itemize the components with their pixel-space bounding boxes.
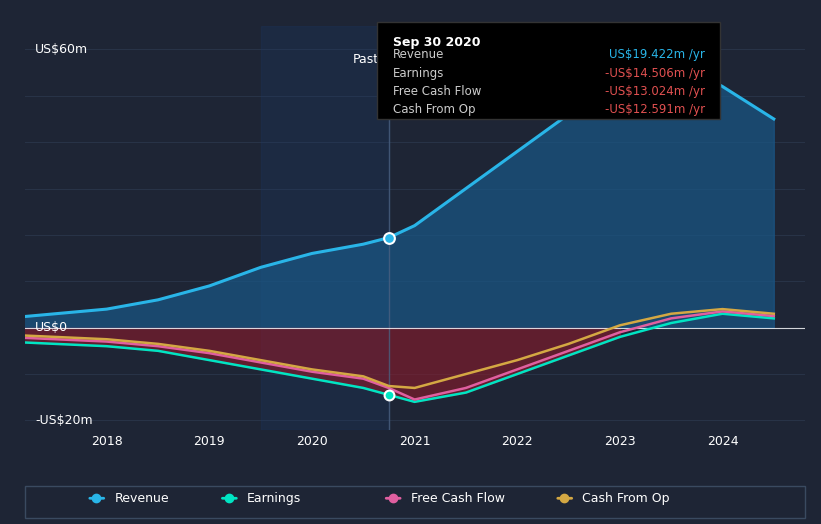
Text: -US$14.506m /yr: -US$14.506m /yr [605,67,704,80]
Text: US$0: US$0 [34,321,68,334]
Text: US$19.422m /yr: US$19.422m /yr [609,48,704,61]
FancyBboxPatch shape [377,22,720,119]
Text: Free Cash Flow: Free Cash Flow [392,85,481,97]
Text: Revenue: Revenue [392,48,444,61]
Text: Earnings: Earnings [247,492,301,505]
Text: -US$20m: -US$20m [34,414,93,427]
Text: Free Cash Flow: Free Cash Flow [410,492,505,505]
Bar [261,26,389,430]
Text: Earnings: Earnings [392,67,444,80]
Point [383,233,396,242]
Text: Revenue: Revenue [114,492,169,505]
Text: US$60m: US$60m [34,43,88,56]
Text: -US$12.591m /yr: -US$12.591m /yr [604,103,704,116]
Text: Sep 30 2020: Sep 30 2020 [392,36,480,49]
Point [383,391,396,399]
Text: Past: Past [352,53,378,67]
Text: Cash From Op: Cash From Op [392,103,475,116]
Text: Cash From Op: Cash From Op [582,492,670,505]
Text: -US$13.024m /yr: -US$13.024m /yr [605,85,704,97]
Text: Analysts Forecasts: Analysts Forecasts [399,53,516,67]
